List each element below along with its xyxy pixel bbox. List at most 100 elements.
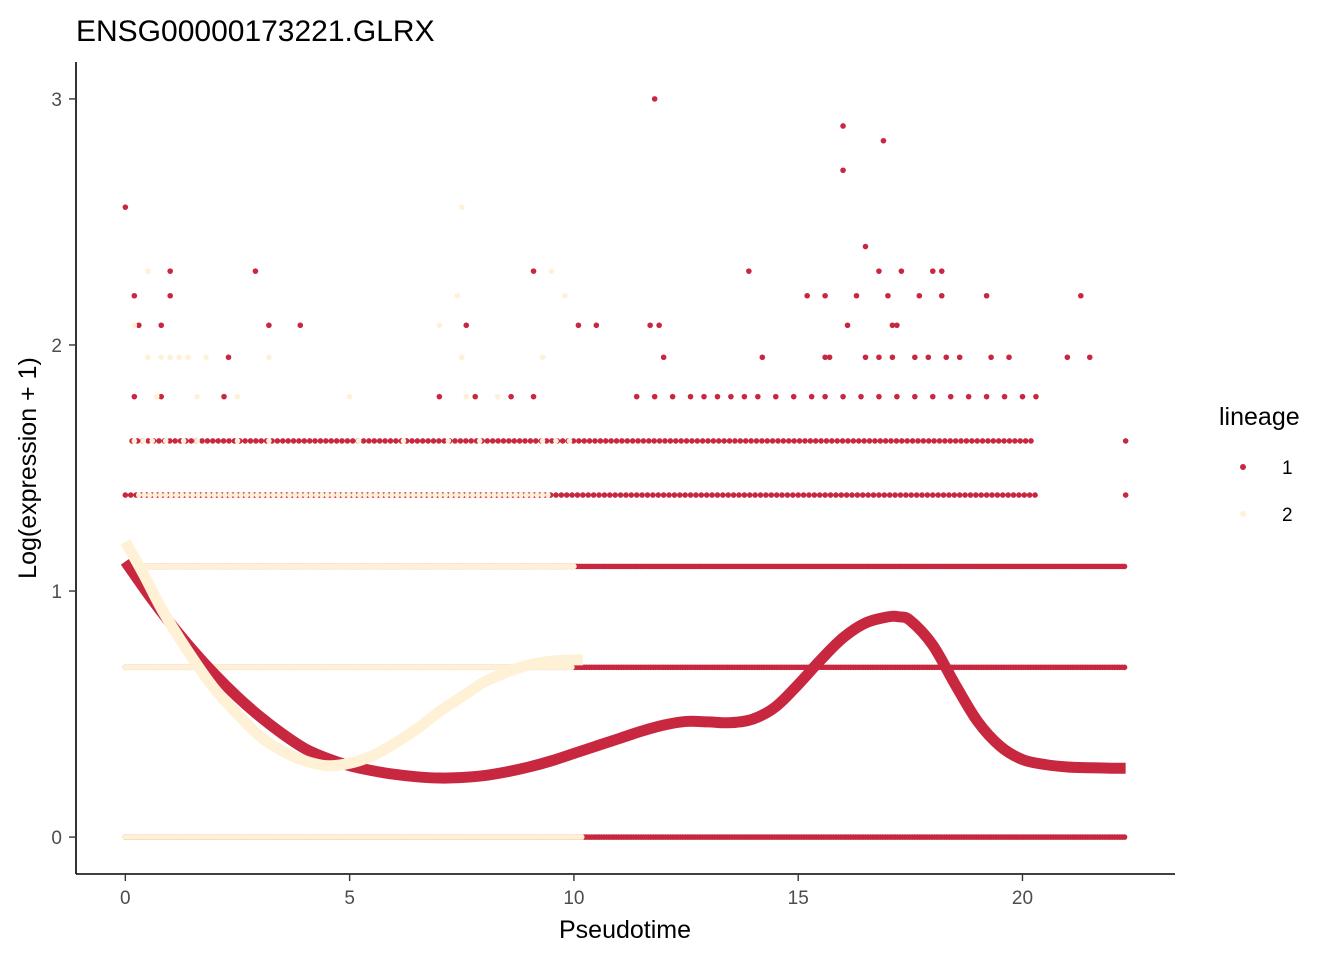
lineage-2-point	[265, 492, 271, 498]
lineage-1-point	[720, 492, 726, 498]
lineage-1-point	[822, 292, 828, 299]
lineage-1-point	[839, 438, 846, 444]
lineage-2-point	[141, 492, 147, 498]
lineage-2-point	[426, 492, 433, 498]
lineage-1-point	[952, 438, 959, 444]
lineage-1-point	[676, 492, 683, 498]
lineage-1-point	[947, 438, 954, 444]
lineage-1-point	[290, 438, 297, 444]
x-tick-label: 15	[788, 888, 809, 909]
lineage-2-point	[146, 492, 153, 498]
lineage-1-point	[612, 492, 618, 498]
lineage-2-point	[259, 492, 266, 498]
lineage-2-point	[270, 492, 277, 498]
lineage-2-point	[485, 492, 492, 498]
lineage-1-point	[714, 393, 721, 400]
lineage-1-point	[822, 354, 828, 361]
lineage-1-point	[755, 393, 761, 400]
lineage-1-point	[894, 322, 900, 329]
lineage-2-point	[464, 492, 470, 498]
lineage-2-point	[421, 492, 427, 498]
lineage-1-smooth-curve	[120, 558, 1126, 784]
lineage-1-point	[979, 438, 986, 444]
lineage-2-point	[571, 563, 577, 570]
x-axis-ticks: 0 5 10 15 20	[120, 874, 1033, 909]
lineage-1-point	[978, 492, 985, 498]
lineage-1-point	[812, 438, 819, 444]
lineage-1-point	[800, 492, 807, 498]
lineage-1-point	[1122, 438, 1129, 444]
lineage-1-point	[931, 438, 937, 444]
lineage-1-point	[759, 438, 765, 444]
lineage-1-point	[773, 492, 780, 498]
lineage-2-point	[329, 492, 336, 498]
lineage-1-point	[452, 438, 458, 444]
lineage-1-point	[258, 438, 265, 444]
lineage-1-point	[903, 492, 909, 498]
lineage-1-point	[779, 492, 785, 498]
lineage-1-point	[344, 438, 351, 444]
lineage-1-point	[500, 438, 507, 444]
x-tick-label: 0	[120, 888, 131, 909]
lineage-2-point	[216, 492, 223, 498]
lineage-1-point	[806, 492, 812, 498]
lineage-1-point	[576, 438, 582, 444]
lineage-1-point	[833, 492, 839, 498]
lineage-1-point	[899, 438, 905, 444]
lineage-1-point	[811, 492, 818, 498]
lineage-1-point	[784, 492, 791, 498]
lineage-1-point	[585, 492, 592, 498]
lineage-2-point	[415, 492, 422, 498]
lineage-1-point	[703, 492, 710, 498]
lineage-1-point	[725, 492, 732, 498]
lineage-1-point	[274, 438, 281, 444]
lineage-2-point	[502, 492, 508, 498]
lineage-1-point	[894, 393, 900, 400]
lineage-1-point	[983, 292, 990, 299]
lineage-1-point	[650, 492, 656, 498]
lineage-1-point	[834, 438, 841, 444]
lineage-1-point	[570, 438, 577, 444]
lineage-1-point	[862, 354, 869, 361]
lineage-1-point	[694, 438, 701, 444]
lineage-2-point	[454, 292, 461, 299]
lineage-1-point	[687, 393, 694, 400]
lineage-1-point	[985, 438, 991, 444]
lineage-1-point	[328, 438, 335, 444]
lineage-1-point	[1121, 834, 1128, 840]
lineage-2-point	[292, 492, 298, 498]
lineage-1-point	[221, 393, 227, 400]
lineage-1-point	[596, 492, 602, 498]
lineage-1-point	[862, 243, 869, 250]
lineage-1-point	[889, 354, 896, 361]
lineage-2-point	[458, 204, 465, 210]
lineage-1-point	[1022, 438, 1029, 444]
lineage-2-point	[152, 492, 158, 498]
lineage-1-point	[973, 492, 979, 498]
lineage-1-point	[859, 492, 866, 498]
lineage-1-point	[574, 492, 581, 498]
lineage-1-point	[382, 438, 388, 444]
lineage-1-point	[929, 393, 936, 400]
lineage-1-point	[716, 438, 722, 444]
lineage-2-point	[469, 492, 476, 498]
lineage-1-point	[463, 322, 470, 329]
lineage-1-point	[1021, 492, 1028, 498]
lineage-1-point	[732, 438, 738, 444]
lineage-2-point	[189, 492, 196, 498]
lineage-1-point	[938, 268, 945, 274]
lineage-1-point	[131, 393, 138, 400]
lineage-1-point	[252, 268, 259, 274]
lineage-1-point	[721, 438, 727, 444]
lineage-1-point	[660, 354, 667, 361]
lineage-1-point	[728, 393, 734, 400]
lineage-1-point	[872, 438, 878, 444]
lineage-2-point	[153, 393, 160, 400]
lineage-1-point	[822, 393, 828, 400]
lineage-1-point	[1005, 492, 1011, 498]
lineage-2-point	[222, 492, 228, 498]
x-tick-label: 10	[563, 888, 584, 909]
lineage-1-point	[845, 438, 851, 444]
lineage-1-point	[1028, 438, 1034, 444]
lineage-1-point	[746, 268, 752, 274]
